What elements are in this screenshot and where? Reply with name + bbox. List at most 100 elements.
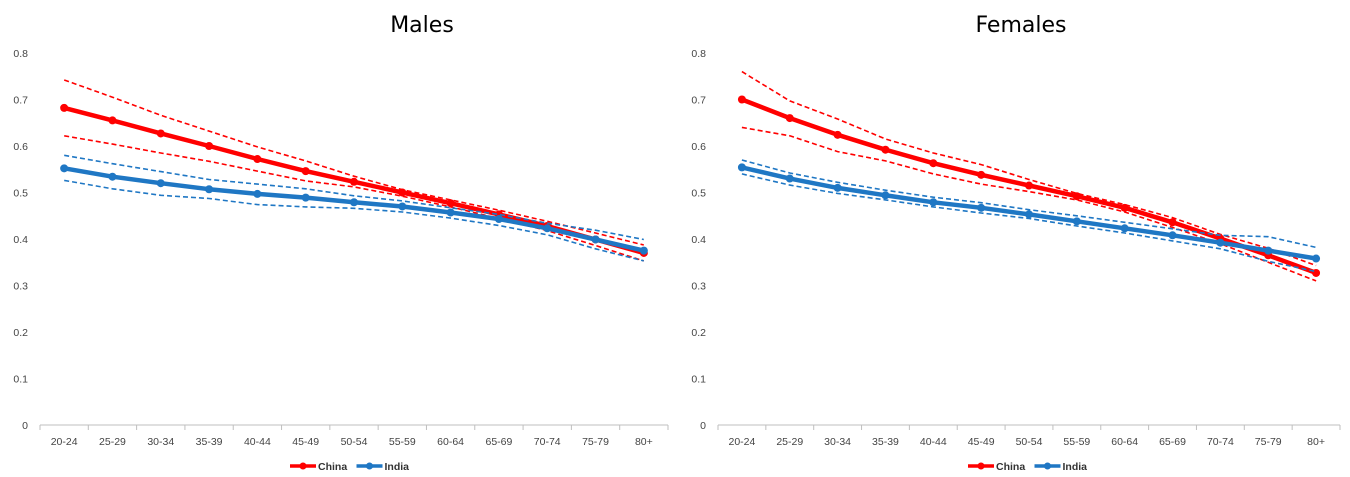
series-china-point — [737, 95, 746, 104]
series-india-point — [253, 189, 262, 198]
series-india-point — [398, 202, 407, 211]
y-tick-label: 0 — [22, 420, 28, 432]
y-tick-label: 0.4 — [13, 234, 28, 246]
series-india-point — [1264, 246, 1273, 255]
series-india-point — [977, 203, 986, 212]
series-china-point — [205, 142, 214, 150]
y-tick-label: 0.1 — [691, 374, 706, 386]
series-china-point — [833, 130, 842, 139]
series-china-point — [1312, 268, 1321, 277]
x-tick-label: 80+ — [1307, 436, 1325, 448]
y-tick-label: 0.8 — [13, 48, 28, 60]
series-india-point — [737, 163, 746, 172]
chart-title: Females — [975, 13, 1066, 38]
x-tick-label: 70-74 — [1207, 436, 1234, 448]
x-tick-label: 75-79 — [582, 436, 609, 448]
y-tick-label: 0.8 — [691, 48, 706, 60]
series-india-point — [205, 185, 214, 194]
series-india-point — [494, 215, 503, 224]
series-india-upper-bound — [741, 159, 1317, 249]
y-tick-label: 0.7 — [13, 95, 28, 107]
series-china-point — [350, 177, 358, 186]
x-tick-label: 55-59 — [1063, 436, 1090, 448]
x-tick-label: 30-34 — [147, 436, 174, 448]
series-china-point — [1120, 203, 1129, 212]
series-india-lower-bound — [741, 173, 1317, 273]
x-tick-label: 35-39 — [196, 436, 223, 448]
x-tick-label: 45-49 — [292, 436, 319, 448]
y-tick-label: 0.6 — [13, 141, 28, 153]
series-india-point — [1025, 210, 1033, 219]
y-tick-label: 0.1 — [13, 374, 28, 386]
series-china-point — [108, 116, 117, 125]
y-tick-label: 0.3 — [13, 281, 28, 293]
y-tick-label: 0.4 — [691, 234, 706, 246]
x-tick-label: 70-74 — [534, 436, 561, 448]
series-india-point — [591, 235, 600, 244]
x-tick-label: 20-24 — [728, 436, 755, 448]
x-tick-label: 80+ — [635, 436, 653, 448]
legend-marker-india — [366, 462, 373, 470]
series-china-point — [446, 199, 455, 208]
legend-label-china: China — [318, 461, 347, 473]
x-tick-label: 25-29 — [776, 436, 803, 448]
series-india-upper-bound — [64, 154, 644, 241]
x-tick-label: 45-49 — [968, 436, 995, 448]
series-china-point — [929, 159, 938, 168]
legend-marker-china — [299, 462, 307, 470]
x-tick-label: 60-64 — [437, 436, 464, 448]
legend-label-india: India — [1063, 461, 1088, 473]
series-india-point — [60, 164, 69, 173]
x-tick-label: 50-54 — [1016, 436, 1043, 448]
series-china-point — [1072, 192, 1081, 201]
series-china-upper-bound — [63, 79, 644, 246]
series-india-point — [1120, 224, 1129, 233]
x-tick-label: 25-29 — [99, 436, 126, 448]
series-india-lower-bound — [64, 179, 644, 262]
series-india-point — [446, 208, 455, 217]
y-tick-label: 0.3 — [691, 281, 706, 293]
y-tick-label: 0.7 — [691, 95, 706, 107]
series-india-point — [1168, 231, 1177, 240]
series-india-point — [1216, 238, 1225, 247]
x-tick-label: 30-34 — [824, 436, 851, 448]
legend-label-india: India — [385, 461, 410, 473]
y-tick-label: 0 — [700, 420, 706, 432]
series-india-point — [156, 179, 165, 188]
series-india-point — [785, 174, 794, 183]
x-tick-label: 65-69 — [1159, 436, 1186, 448]
series-china-point — [1168, 218, 1177, 227]
series-china-point — [881, 145, 890, 154]
y-tick-label: 0.6 — [691, 141, 706, 153]
series-india-point — [929, 198, 938, 207]
series-china-point — [60, 103, 69, 112]
series-india-point — [639, 246, 648, 255]
y-tick-label: 0.2 — [691, 327, 706, 339]
series-india-point — [1072, 217, 1081, 226]
chart-panel-males: Males 0 0.1 0.2 0.3 0.4 0.5 0.6 0.7 0.8 20-24 25-29… — [13, 13, 669, 473]
legend-marker-india — [1044, 462, 1051, 470]
series-india-point — [833, 183, 842, 192]
series-china-point — [977, 170, 986, 179]
series-china-point — [785, 114, 794, 123]
x-tick-label: 40-44 — [920, 436, 947, 448]
x-tick-label: 55-59 — [389, 436, 416, 448]
x-tick-label: 60-64 — [1111, 436, 1138, 448]
series-china-point — [156, 129, 165, 138]
legend-label-china: China — [996, 461, 1025, 473]
series-india-point — [350, 198, 358, 207]
x-tick-label: 20-24 — [51, 436, 78, 448]
series-china-upper-bound — [741, 70, 1317, 267]
series-india-point — [301, 193, 310, 202]
series-china-point — [398, 188, 407, 197]
y-tick-label: 0.2 — [13, 327, 28, 339]
series-india-point — [881, 191, 890, 200]
x-tick-label: 40-44 — [244, 436, 271, 448]
series-china-lower-bound — [741, 126, 1317, 282]
x-tick-label: 35-39 — [872, 436, 899, 448]
chart-panel-females: Females 0 0.1 0.2 0.3 0.4 0.5 0.6 0.7 0.8 20-24 25-… — [691, 13, 1341, 473]
legend-marker-china — [977, 462, 985, 470]
x-tick-label: 65-69 — [485, 436, 512, 448]
y-tick-label: 0.5 — [691, 188, 706, 200]
